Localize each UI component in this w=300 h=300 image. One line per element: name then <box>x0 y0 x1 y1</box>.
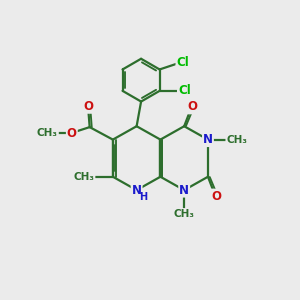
Text: CH₃: CH₃ <box>74 172 94 182</box>
Text: O: O <box>67 127 77 140</box>
Text: CH₃: CH₃ <box>174 209 195 219</box>
Text: O: O <box>211 190 221 202</box>
Text: N: N <box>132 184 142 196</box>
Text: O: O <box>83 100 93 113</box>
Text: Cl: Cl <box>176 56 189 69</box>
Text: O: O <box>188 100 197 113</box>
Text: CH₃: CH₃ <box>37 128 58 138</box>
Text: CH₃: CH₃ <box>226 135 247 145</box>
Text: N: N <box>203 133 213 146</box>
Text: H: H <box>139 192 147 202</box>
Text: Cl: Cl <box>178 84 191 98</box>
Text: N: N <box>179 184 189 196</box>
